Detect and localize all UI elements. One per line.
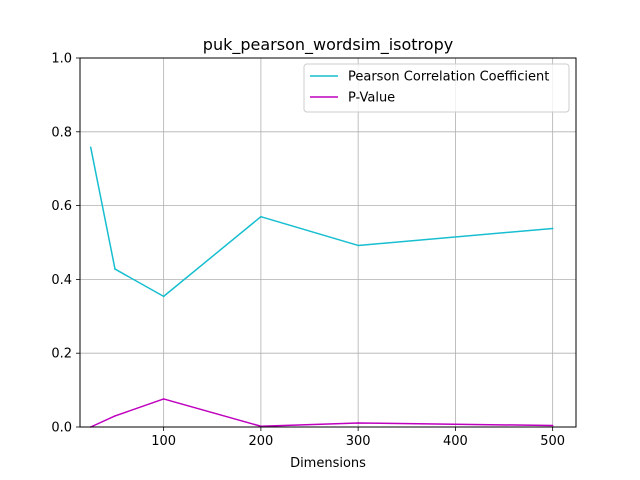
data-point-p-value	[114, 415, 116, 417]
x-tick-label: 300	[346, 434, 371, 449]
data-point-pearson	[89, 146, 92, 149]
y-tick-label: 0.0	[51, 421, 72, 436]
data-point-pearson	[114, 268, 116, 270]
series-lines	[89, 146, 554, 428]
data-point-p-value	[551, 424, 554, 427]
y-tick-label: 0.6	[51, 199, 72, 214]
x-tick-label: 400	[443, 434, 468, 449]
data-point-pearson	[551, 227, 554, 230]
data-point-p-value	[357, 422, 359, 424]
y-tick-label: 0.8	[51, 125, 72, 140]
legend-label-pearson: Pearson Correlation Coefficient	[348, 70, 549, 85]
plot-frame	[79, 57, 577, 428]
legend-box	[303, 63, 570, 113]
series-line-p-value	[90, 398, 553, 428]
y-tick-label: 0.4	[51, 273, 72, 288]
legend: Pearson Correlation Coefficient P-Value	[303, 63, 570, 113]
data-point-pearson	[357, 244, 359, 247]
x-tick-label: 500	[540, 434, 565, 449]
y-tick-label: 1.0	[51, 52, 72, 67]
plot-area	[80, 58, 576, 427]
data-point-pearson	[260, 215, 262, 218]
series-line-pearson	[89, 147, 553, 298]
legend-label-p-value: P-Value	[348, 91, 395, 106]
y-tick-label: 0.2	[51, 347, 72, 362]
x-axis-label: Dimensions	[290, 456, 366, 471]
data-point-pearson	[162, 295, 165, 298]
x-tick-label: 200	[248, 434, 273, 449]
axis-ticks: 100 200 300 400 500 0.0 0.2 0.4 0.6 0.8 1.0	[51, 52, 565, 450]
x-tick-label: 100	[151, 434, 176, 449]
chart-title: puk_pearson_wordsim_isotropy	[203, 35, 453, 55]
data-point-p-value	[162, 398, 165, 400]
